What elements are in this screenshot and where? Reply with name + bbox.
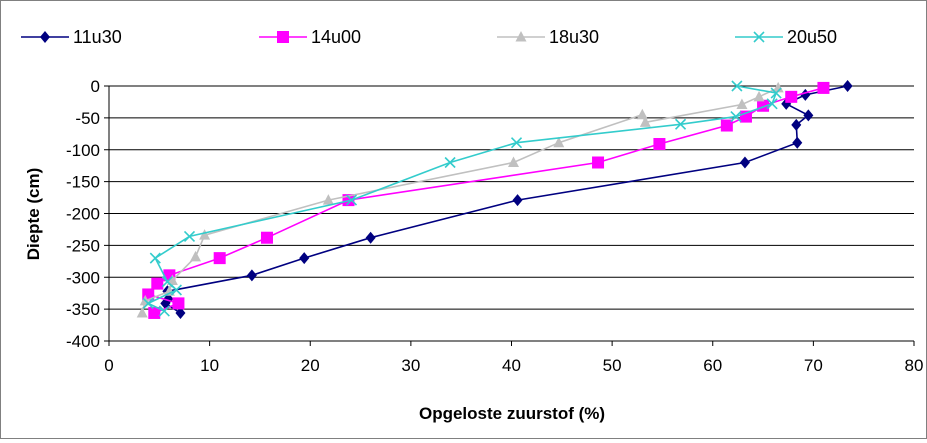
data-point-14u00 (720, 119, 733, 132)
data-point-18u30 (508, 156, 520, 167)
x-tick-label: 0 (104, 356, 113, 375)
data-point-18u30 (163, 285, 175, 296)
legend-swatch-marker (515, 31, 527, 42)
y-tick-label: -400 (66, 332, 100, 351)
y-tick-label: 0 (91, 77, 100, 96)
x-tick-label: 10 (200, 356, 219, 375)
data-point-11u30 (512, 194, 523, 207)
data-point-18u30 (136, 306, 148, 318)
x-axis-title: Opgeloste zuurstof (%) (419, 404, 605, 423)
data-point-18u30 (639, 116, 651, 127)
data-point-20u50 (674, 118, 687, 130)
data-point-11u30 (803, 109, 814, 122)
legend: 11u30 14u00 18u30 20u50 (21, 27, 837, 47)
data-point-11u30 (175, 306, 186, 319)
data-point-11u30 (842, 80, 853, 92)
data-point-14u00 (653, 138, 666, 151)
data-point-20u50 (158, 305, 170, 317)
data-point-11u30 (739, 156, 750, 169)
series-20u50 (142, 80, 782, 317)
legend-swatch-marker (753, 31, 765, 43)
data-point-18u30 (553, 136, 565, 148)
series-layer (136, 80, 853, 319)
data-point-18u30 (199, 229, 211, 240)
data-point-20u50 (766, 98, 778, 110)
y-axis-title: Diepte (cm) (24, 168, 43, 261)
x-tick-label: 80 (905, 356, 924, 375)
data-point-20u50 (161, 276, 173, 288)
data-point-20u50 (444, 156, 456, 169)
x-tick-label: 60 (703, 356, 722, 375)
y-tick-label: -300 (66, 268, 100, 287)
gridlines (109, 85, 914, 310)
data-point-18u30 (736, 98, 748, 109)
data-point-14u00 (148, 306, 161, 319)
y-tick-label: -150 (66, 173, 100, 192)
data-point-20u50 (183, 230, 196, 243)
legend-swatch-marker (277, 31, 289, 43)
data-point-11u30 (791, 118, 802, 131)
data-point-14u00 (172, 297, 185, 310)
data-point-11u30 (365, 231, 376, 244)
data-point-11u30 (299, 252, 310, 265)
legend-item-20u50: 20u50 (735, 27, 837, 47)
legend-item-18u30: 18u30 (497, 27, 599, 47)
y-tick-label: -200 (66, 205, 100, 224)
data-point-14u00 (592, 156, 605, 169)
data-point-20u50 (731, 80, 743, 92)
data-point-11u30 (246, 269, 257, 282)
data-point-18u30 (166, 274, 178, 285)
y-tick-label: -100 (66, 141, 100, 160)
data-point-20u50 (149, 252, 161, 264)
legend-label: 14u00 (311, 27, 361, 47)
data-point-20u50 (730, 111, 742, 123)
legend-label: 20u50 (787, 27, 837, 47)
x-tick-label: 50 (603, 356, 622, 375)
x-tick-label: 70 (804, 356, 823, 375)
data-point-20u50 (142, 297, 154, 309)
data-point-14u00 (213, 252, 226, 265)
data-point-14u00 (260, 231, 273, 244)
data-point-18u30 (753, 90, 765, 102)
legend-label: 11u30 (73, 27, 122, 47)
data-point-18u30 (636, 108, 648, 120)
x-tick-label: 20 (301, 356, 320, 375)
x-tick-label: 40 (502, 356, 521, 375)
data-point-18u30 (772, 81, 784, 93)
legend-item-11u30: 11u30 (21, 27, 122, 47)
data-point-20u50 (170, 284, 182, 296)
data-point-20u50 (345, 194, 358, 206)
legend-swatch-marker (40, 31, 50, 43)
x-tick-label: 30 (401, 356, 420, 375)
data-point-20u50 (510, 137, 523, 149)
data-point-11u30 (792, 136, 803, 149)
y-tick-label: -50 (75, 109, 100, 128)
legend-item-14u00: 14u00 (259, 27, 361, 47)
data-point-18u30 (190, 250, 202, 262)
data-point-14u00 (151, 277, 164, 290)
data-point-20u50 (770, 87, 782, 99)
y-tick-label: -350 (66, 300, 100, 319)
data-point-14u00 (817, 81, 830, 94)
data-point-18u30 (322, 194, 334, 205)
data-point-11u30 (800, 88, 811, 101)
data-point-14u00 (785, 90, 798, 103)
series-18u30 (136, 81, 784, 318)
legend-label: 18u30 (549, 27, 599, 47)
y-tick-label: -250 (66, 236, 100, 255)
